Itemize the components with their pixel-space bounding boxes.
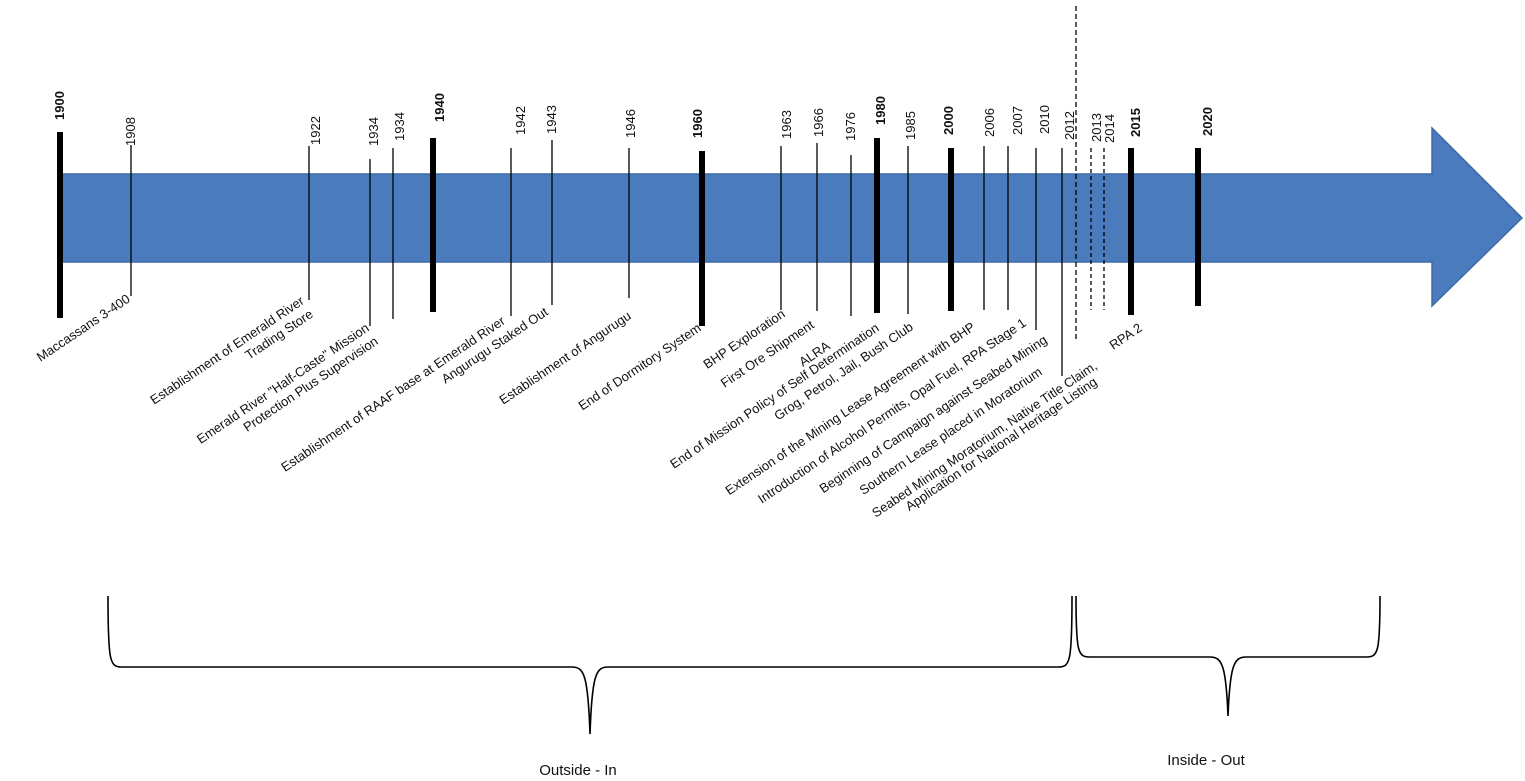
year-label: 2000 bbox=[941, 106, 956, 135]
era-label-outside-in: Outside - In bbox=[539, 762, 617, 779]
year-label: 1908 bbox=[123, 117, 138, 146]
year-label: 1934 bbox=[392, 112, 407, 141]
year-label: 1934 bbox=[366, 117, 381, 146]
year-label: 2010 bbox=[1037, 105, 1052, 134]
event-label-line: Establishment of RAAF base at Emerald Ri… bbox=[278, 313, 508, 475]
year-label: 1985 bbox=[903, 111, 918, 140]
year-label: 1922 bbox=[308, 116, 323, 145]
year-label: 1940 bbox=[432, 93, 447, 122]
timeline-arrow bbox=[59, 126, 1524, 308]
year-label: 1900 bbox=[52, 91, 67, 120]
year-label: 2013 bbox=[1089, 113, 1104, 142]
era-label-inside-out: Inside - Out bbox=[1167, 752, 1245, 769]
year-label: 2020 bbox=[1200, 107, 1215, 136]
event-label: Emerald River "Half-Caste" MissionProtec… bbox=[194, 320, 381, 460]
event-label: Establishment of RAAF base at Emerald Ri… bbox=[278, 313, 508, 475]
year-label: 1963 bbox=[779, 110, 794, 139]
event-label-line: RPA 2 bbox=[1107, 320, 1145, 353]
event-label: RPA 2 bbox=[1107, 320, 1145, 353]
year-label: 1976 bbox=[843, 112, 858, 141]
event-label: Maccassans 3-400 bbox=[34, 291, 133, 364]
outside-in-brace bbox=[107, 595, 1073, 735]
year-label: 2015 bbox=[1128, 108, 1143, 137]
year-label: 2014 bbox=[1102, 114, 1117, 143]
year-label: 2006 bbox=[982, 108, 997, 137]
event-label-line: Maccassans 3-400 bbox=[34, 291, 133, 364]
year-label: 1966 bbox=[811, 108, 826, 137]
year-label: 2012 bbox=[1062, 111, 1077, 140]
year-label: 1943 bbox=[544, 105, 559, 134]
year-label: 2007 bbox=[1010, 106, 1025, 135]
year-label: 1942 bbox=[513, 106, 528, 135]
inside-out-brace bbox=[1075, 595, 1381, 717]
year-label: 1980 bbox=[873, 96, 888, 125]
year-label: 1946 bbox=[623, 109, 638, 138]
year-label: 1960 bbox=[690, 109, 705, 138]
